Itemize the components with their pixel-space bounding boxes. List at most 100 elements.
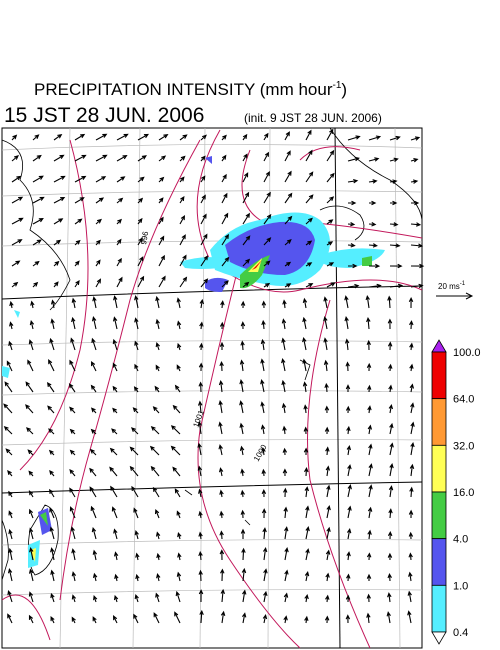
wind-arrow xyxy=(179,234,186,246)
wind-arrow xyxy=(366,339,371,351)
wind-arrow xyxy=(155,318,160,330)
wind-arrow xyxy=(409,486,414,498)
wind-arrow xyxy=(134,340,139,351)
wind-arrow xyxy=(221,212,229,225)
wind-arrow xyxy=(113,615,118,624)
wind-arrow xyxy=(262,527,267,540)
wind-arrow xyxy=(302,336,307,351)
wind-arrow xyxy=(219,360,224,372)
wind-arrow xyxy=(158,134,169,141)
wind-arrow xyxy=(302,358,307,372)
wind-arrow xyxy=(137,155,147,162)
wind-arrow xyxy=(71,316,76,330)
wind-arrow xyxy=(4,381,13,393)
wind-arrow xyxy=(242,281,250,288)
wind-arrow xyxy=(133,386,139,393)
wind-arrow xyxy=(389,157,399,163)
wind-arrow xyxy=(305,194,314,204)
colorbar-under xyxy=(431,631,447,645)
wind-arrow xyxy=(283,592,289,603)
wind-arrow xyxy=(284,192,293,204)
wind-arrow xyxy=(49,337,55,351)
wind-arrow xyxy=(134,363,139,372)
wind-arrow xyxy=(47,405,55,414)
wind-arrow xyxy=(281,379,286,393)
wind-arrow xyxy=(95,259,101,267)
wind-arrow xyxy=(323,337,328,351)
wind-arrow xyxy=(410,136,421,141)
wind-arrow xyxy=(221,256,230,267)
wind-arrow xyxy=(179,155,186,162)
wind-arrow xyxy=(25,381,34,393)
wind-arrow xyxy=(388,363,393,372)
wind-arrow xyxy=(69,506,76,519)
wind-arrow xyxy=(200,233,208,246)
wind-arrow xyxy=(305,548,310,561)
wind-arrow xyxy=(177,552,182,561)
wind-arrow xyxy=(179,254,187,267)
wind-arrow xyxy=(408,296,414,309)
wind-arrow xyxy=(242,212,250,225)
wind-arrow xyxy=(116,176,126,183)
wind-arrow xyxy=(407,590,412,603)
wind-arrow xyxy=(260,401,265,414)
wind-arrow xyxy=(345,384,351,392)
wind-arrow xyxy=(389,135,401,141)
wind-arrow xyxy=(220,588,226,603)
wind-arrow xyxy=(200,155,206,162)
wind-arrow xyxy=(409,383,415,393)
wind-arrow xyxy=(197,420,202,435)
wind-arrow xyxy=(116,276,123,288)
colorbar-segment xyxy=(431,538,447,586)
map: 996 1001 1000 xyxy=(1,127,425,649)
major-grid xyxy=(1,127,423,649)
wind-arrow xyxy=(347,484,352,498)
wind-arrow xyxy=(263,237,272,246)
wind-arrow xyxy=(262,546,268,561)
wind-arrow xyxy=(346,573,351,582)
wind-arrow xyxy=(410,263,425,269)
wind-arrow xyxy=(53,175,66,183)
wind-arrow xyxy=(11,196,24,204)
wind-arrow xyxy=(221,280,229,288)
wind-arrow xyxy=(260,358,265,372)
wind-arrow xyxy=(323,316,328,330)
wind-arrow xyxy=(221,134,227,141)
wind-arrow xyxy=(137,197,144,204)
wind-arrow xyxy=(387,531,393,540)
wind-arrow xyxy=(368,222,377,227)
wind-arrow xyxy=(156,573,161,582)
wind-arrow xyxy=(74,133,86,141)
wind-arrow xyxy=(389,243,401,248)
wind-arrow xyxy=(323,296,328,309)
wind-arrow xyxy=(176,571,182,582)
wind-arrow xyxy=(134,594,139,603)
wind-arrow xyxy=(410,158,419,163)
wind-arrow xyxy=(410,179,419,184)
wind-arrow xyxy=(409,463,415,477)
wind-arrow xyxy=(89,448,97,456)
wind-arrow xyxy=(11,239,23,246)
wind-arrow xyxy=(305,262,313,267)
wind-arrow xyxy=(242,172,249,183)
wind-arrow xyxy=(346,425,351,435)
wind-arrow xyxy=(326,219,334,225)
wind-arrow xyxy=(305,129,312,141)
wind-arrow xyxy=(263,590,268,603)
wind-arrow xyxy=(197,400,203,414)
wind-arrow xyxy=(158,254,165,267)
wind-arrow xyxy=(303,447,309,456)
wind-arrow xyxy=(133,507,139,519)
wind-arrow xyxy=(158,197,164,204)
wind-arrow xyxy=(326,172,335,183)
colorbar-segment xyxy=(431,398,447,446)
wind-arrow xyxy=(325,465,331,477)
wind-arrow xyxy=(345,614,351,624)
wind-arrow xyxy=(68,383,76,393)
wind-arrow xyxy=(240,300,246,309)
wind-arrow xyxy=(241,612,247,624)
wind-arrow xyxy=(197,442,202,456)
wind-arrow xyxy=(53,239,62,246)
wind-arrow xyxy=(305,217,313,225)
valid-time: 15 JST 28 JUN. 2006 xyxy=(4,104,204,127)
